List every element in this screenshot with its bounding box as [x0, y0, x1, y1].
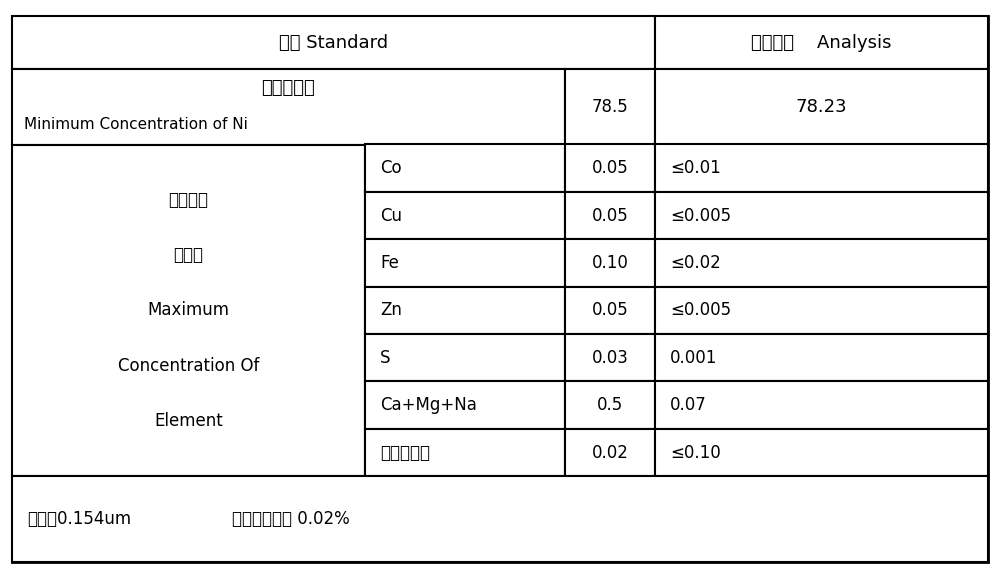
- Bar: [655, 381, 988, 429]
- Text: 78.5: 78.5: [592, 98, 628, 116]
- Text: 0.5: 0.5: [597, 396, 623, 414]
- Text: 0.07: 0.07: [670, 396, 707, 414]
- Bar: [12, 69, 565, 144]
- Bar: [365, 334, 565, 381]
- Text: 盐酸不溶物: 盐酸不溶物: [380, 443, 430, 462]
- Text: ≤0.02: ≤0.02: [670, 254, 721, 272]
- Bar: [12, 16, 655, 69]
- Bar: [365, 381, 565, 429]
- Text: Minimum Concentration of Ni: Minimum Concentration of Ni: [24, 117, 248, 132]
- Bar: [655, 429, 988, 476]
- Text: 检测结果    Analysis: 检测结果 Analysis: [751, 34, 892, 52]
- Bar: [565, 429, 655, 476]
- Bar: [565, 144, 655, 192]
- Bar: [565, 334, 655, 381]
- Text: 镍、不小于: 镍、不小于: [262, 79, 315, 98]
- Bar: [12, 144, 365, 476]
- Bar: [365, 192, 565, 239]
- Bar: [655, 239, 988, 287]
- Text: 不大于: 不大于: [174, 246, 204, 264]
- Text: 杂志含量: 杂志含量: [168, 191, 208, 209]
- Bar: [565, 239, 655, 287]
- Text: Cu: Cu: [380, 206, 402, 225]
- Text: Maximum: Maximum: [148, 301, 230, 320]
- Text: ≤0.005: ≤0.005: [670, 206, 731, 225]
- Bar: [565, 69, 655, 144]
- Text: 粒度：0.154um: 粒度：0.154um: [27, 510, 131, 528]
- Bar: [565, 192, 655, 239]
- Bar: [655, 334, 988, 381]
- Bar: [365, 429, 565, 476]
- Text: S: S: [380, 349, 390, 367]
- Bar: [655, 144, 988, 192]
- Text: 78.23: 78.23: [796, 98, 847, 116]
- Text: Zn: Zn: [380, 301, 402, 320]
- Bar: [655, 192, 988, 239]
- Bar: [565, 381, 655, 429]
- Bar: [565, 287, 655, 334]
- Text: 0.05: 0.05: [592, 301, 628, 320]
- Text: 0.05: 0.05: [592, 159, 628, 177]
- Bar: [12, 476, 988, 562]
- Bar: [655, 69, 988, 144]
- Text: 0.02: 0.02: [592, 443, 628, 462]
- Bar: [655, 16, 988, 69]
- Text: ≤0.01: ≤0.01: [670, 159, 721, 177]
- Text: 标准 Standard: 标准 Standard: [279, 34, 388, 52]
- Bar: [365, 287, 565, 334]
- Bar: [365, 239, 565, 287]
- Bar: [365, 144, 565, 192]
- Text: 0.001: 0.001: [670, 349, 717, 367]
- Text: ≤0.005: ≤0.005: [670, 301, 731, 320]
- Text: Concentration Of: Concentration Of: [118, 357, 259, 375]
- Text: ≤0.10: ≤0.10: [670, 443, 721, 462]
- Text: 筛余物不大天 0.02%: 筛余物不大天 0.02%: [232, 510, 350, 528]
- Text: 0.10: 0.10: [592, 254, 628, 272]
- Text: Fe: Fe: [380, 254, 399, 272]
- Text: 0.05: 0.05: [592, 206, 628, 225]
- Text: 0.03: 0.03: [592, 349, 628, 367]
- Text: Co: Co: [380, 159, 402, 177]
- Text: Ca+Mg+Na: Ca+Mg+Na: [380, 396, 477, 414]
- Text: Element: Element: [154, 412, 223, 430]
- Bar: [655, 287, 988, 334]
